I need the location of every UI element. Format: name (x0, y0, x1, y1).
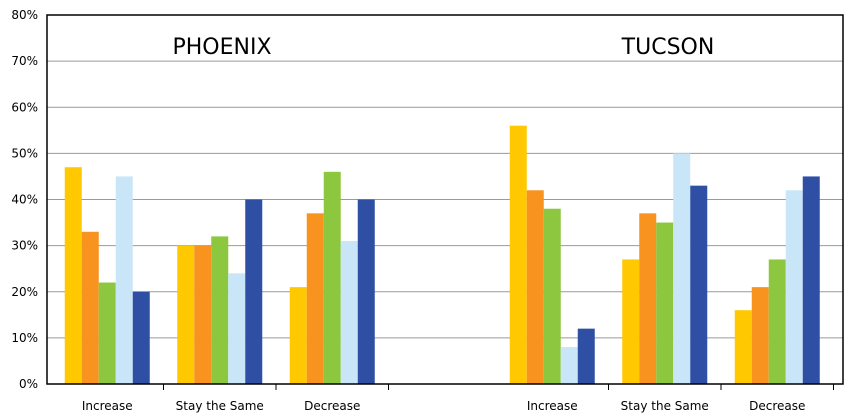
plot-frame (46, 14, 844, 390)
category-label: Decrease (304, 399, 360, 413)
bar (751, 287, 769, 384)
bar (194, 245, 212, 384)
y-tick-label: 20% (11, 285, 38, 299)
category-label: Increase (527, 399, 578, 413)
panel-title-tucson: TUCSON (621, 35, 715, 60)
bar (656, 222, 674, 384)
panel-title-phoenix: PHOENIX (172, 35, 271, 60)
bar (785, 190, 803, 384)
bar (690, 185, 708, 384)
bar (245, 199, 263, 384)
y-tick-label: 80% (11, 8, 38, 22)
category-label: Stay the Same (176, 399, 264, 413)
bar (132, 291, 150, 384)
bar (639, 213, 657, 384)
bar (323, 171, 341, 384)
bar (526, 190, 544, 384)
bar (734, 310, 752, 384)
y-tick-label: 40% (11, 193, 38, 207)
bar (768, 259, 786, 384)
y-tick-label: 0% (19, 377, 38, 391)
bar (81, 231, 99, 384)
category-label: Stay the Same (621, 399, 709, 413)
bar (577, 328, 595, 384)
bar (228, 273, 246, 384)
bar (306, 213, 324, 384)
bar (622, 259, 640, 384)
bar (211, 236, 229, 384)
bar (289, 287, 307, 384)
gridlines (47, 60, 843, 339)
y-tick-label: 50% (11, 146, 38, 160)
category-label: Increase (82, 399, 133, 413)
y-tick-label: 60% (11, 100, 38, 114)
bar (64, 167, 82, 384)
bar (673, 153, 691, 384)
bar-marks (64, 125, 820, 384)
bar (509, 125, 527, 384)
y-tick-label: 10% (11, 331, 38, 345)
bar (802, 176, 820, 384)
y-tick-label: 70% (11, 54, 38, 68)
bar (543, 208, 561, 384)
category-label: Decrease (749, 399, 805, 413)
bar (115, 176, 133, 384)
y-tick-labels: 0% 10% 20% 30% 40% 50% 60% 70% 80% (11, 8, 38, 391)
bar (560, 347, 578, 384)
bar (357, 199, 375, 384)
bar (340, 241, 358, 384)
y-tick-label: 30% (11, 239, 38, 253)
bar (98, 282, 116, 384)
category-labels: Increase Stay the Same Decrease Increase Sta… (82, 399, 806, 413)
plot-border (46, 14, 844, 385)
bar (177, 245, 195, 384)
